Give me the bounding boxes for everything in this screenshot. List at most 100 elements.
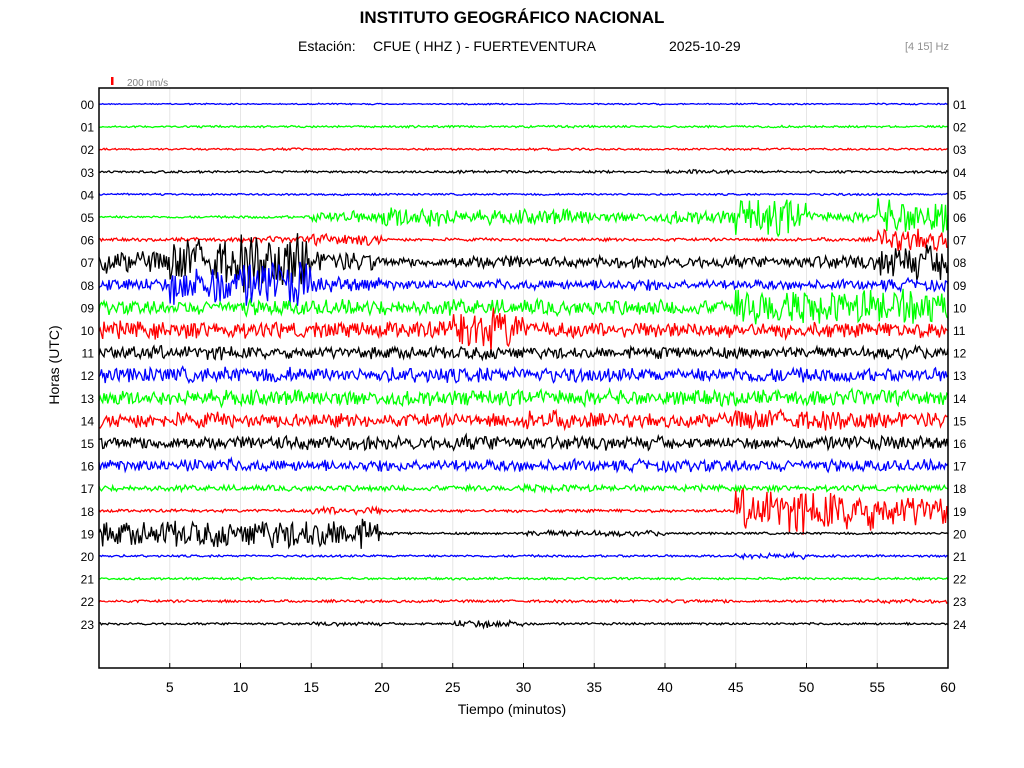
seismic-trace [98,456,949,474]
seismic-trace [98,487,949,535]
hour-label-right: 09 [953,279,967,293]
x-tick-label: 20 [374,679,390,695]
seismic-trace [98,550,949,561]
hour-label-right: 08 [953,256,967,270]
record-date: 2025-10-29 [669,38,741,54]
hour-label-left: 03 [81,166,95,180]
seismic-trace [98,233,949,293]
hour-label-right: 04 [953,166,967,180]
x-tick-label: 5 [166,679,174,695]
hour-label-left: 14 [81,414,95,428]
hour-label-right: 23 [953,595,967,609]
hour-label-left: 13 [81,392,95,406]
hour-label-left: 00 [81,98,95,112]
hour-label-right: 13 [953,369,967,383]
left-hour-labels: 00 01 02 03 04 05 06 07 08 09 10 11 12 13 14 15 16 17 18 19… [81,98,95,632]
hour-label-right: 01 [953,98,967,112]
x-tick-label: 30 [516,679,532,695]
seismic-trace [98,288,949,325]
station-line: Estación: CFUE ( HHZ ) - FUERTEVENTURA 2… [0,38,1024,56]
hour-label-right: 15 [953,414,967,428]
hour-label-right: 06 [953,211,967,225]
seismic-trace [98,102,949,106]
hour-label-left: 17 [81,482,95,496]
scale-bar: 200 nm/s [111,77,168,89]
x-tick-label: 55 [869,679,885,695]
seismic-trace [98,387,949,409]
hour-label-left: 08 [81,279,95,293]
x-tick-label: 10 [233,679,249,695]
right-hour-labels: 01 02 03 04 05 06 07 08 09 10 11 12 13 14 15 16 17 18 19 20… [953,98,967,632]
x-tick-label: 50 [799,679,815,695]
scale-bar-mark [111,77,114,85]
hour-label-right: 20 [953,527,967,541]
seismic-trace [98,618,949,630]
chart-title: INSTITUTO GEOGRÁFICO NACIONAL [359,8,665,27]
hour-label-right: 18 [953,482,967,496]
seismic-trace [99,432,949,452]
hour-label-left: 04 [81,188,95,202]
hour-label-left: 02 [81,143,95,157]
hour-label-left: 16 [81,460,95,474]
hour-label-right: 07 [953,234,967,248]
hour-label-right: 24 [953,618,967,632]
x-tick-label: 15 [303,679,319,695]
seismic-trace [98,124,949,129]
x-tick-label: 40 [657,679,673,695]
hour-label-left: 21 [81,573,95,587]
hour-label-right: 11 [953,324,966,338]
station-name: CFUE ( HHZ ) - FUERTEVENTURA [373,38,596,54]
x-tick-label: 25 [445,679,461,695]
hour-label-right: 22 [953,573,967,587]
station-label: Estación: [298,38,356,54]
hour-label-right: 21 [953,550,967,564]
hour-label-right: 10 [953,301,967,315]
hour-label-left: 23 [81,618,95,632]
seismic-trace [98,146,949,152]
hour-label-left: 15 [81,437,95,451]
x-tick-label: 45 [728,679,744,695]
hour-label-right: 14 [953,392,967,406]
seismic-trace [98,261,949,306]
hour-label-right: 17 [953,460,967,474]
seismic-trace [98,307,949,354]
seismic-trace [98,482,949,495]
hour-label-right: 12 [953,347,967,361]
seismic-trace [98,408,949,432]
seismic-trace [98,192,949,197]
hour-label-left: 10 [81,324,95,338]
seismic-trace [98,365,949,385]
hour-label-right: 03 [953,143,967,157]
hour-label-left: 09 [81,301,95,315]
seismic-trace [98,343,949,362]
filter-band: [4 15] Hz [904,41,949,53]
hour-label-left: 06 [81,234,95,248]
seismic-trace [98,518,949,550]
trace-lines [98,102,949,630]
scale-bar-label: 200 nm/s [127,78,168,89]
hour-label-left: 20 [81,550,95,564]
seismic-trace [98,168,949,176]
x-tick-label: 35 [586,679,602,695]
hour-label-left: 07 [81,256,95,270]
seismic-trace [98,598,949,605]
x-axis-ticks: 5 10 15 20 25 30 35 40 45 50 55 60 [166,663,956,695]
hour-label-left: 19 [81,527,95,541]
hour-label-right: 16 [953,437,967,451]
hour-label-left: 22 [81,595,95,609]
hour-label-right: 02 [953,121,967,135]
hour-label-right: 05 [953,188,967,202]
hour-label-left: 11 [82,347,95,361]
hour-label-right: 19 [953,505,967,519]
hour-label-left: 01 [81,121,95,135]
x-axis-label: Tiempo (minutos) [457,701,567,717]
vertical-grid [169,88,878,668]
seismic-trace [98,198,949,238]
hour-label-left: 12 [81,369,95,383]
hour-label-left: 18 [81,505,95,519]
x-tick-label: 60 [940,679,956,695]
y-axis-label: Horas (UTC) [46,325,62,405]
hour-label-left: 05 [81,211,95,225]
seismic-trace [99,576,949,582]
